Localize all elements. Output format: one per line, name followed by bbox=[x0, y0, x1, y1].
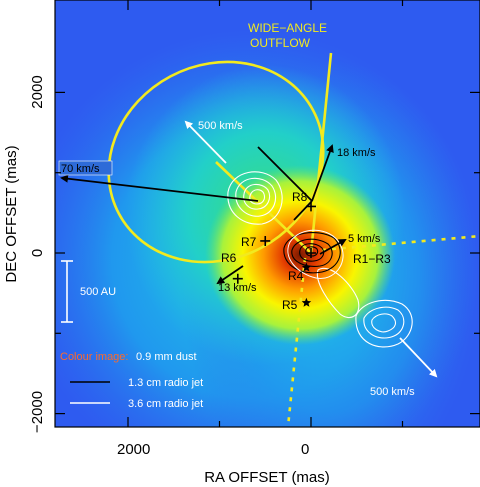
contours-white-core bbox=[287, 229, 344, 279]
plot-frame bbox=[54, 0, 480, 428]
source-marker-r5 bbox=[301, 297, 312, 307]
label-r8: R8 bbox=[292, 190, 308, 204]
label-5: 5 km/s bbox=[348, 233, 381, 245]
label-70-box bbox=[58, 160, 113, 176]
dotted-axis-east bbox=[321, 234, 480, 252]
label-r5: R5 bbox=[282, 298, 298, 312]
arrow-18-tail bbox=[293, 200, 313, 221]
y-axis-title: DEC OFFSET (mas) bbox=[3, 145, 20, 282]
label-r7: R7 bbox=[241, 235, 257, 249]
source-marker-r6 bbox=[232, 273, 243, 284]
label-13: 13 km/s bbox=[218, 282, 257, 294]
axis-ticks bbox=[55, 0, 480, 427]
dotted-axis-south bbox=[286, 257, 307, 428]
arrow-70 bbox=[60, 174, 259, 202]
y-tick-neg2000: −2000 bbox=[29, 391, 46, 433]
x-tick-2000: 2000 bbox=[117, 441, 150, 458]
source-marker-r4 bbox=[301, 262, 312, 272]
jet-line bbox=[257, 146, 313, 202]
source-markers bbox=[232, 201, 316, 307]
arrow-5 bbox=[319, 239, 347, 255]
contours-1-3cm bbox=[283, 232, 341, 274]
arrow-500-nw bbox=[184, 120, 227, 164]
label-r6: R6 bbox=[221, 251, 237, 265]
arrow-500-se bbox=[399, 337, 438, 378]
x-axis-title: RA OFFSET (mas) bbox=[204, 469, 330, 486]
arrow-13 bbox=[216, 265, 244, 285]
label-70: 70 km/s bbox=[61, 163, 100, 175]
label-500-se: 500 km/s bbox=[370, 386, 415, 398]
legend-white-label: 3.6 cm radio jet bbox=[128, 398, 203, 410]
outflow-label-line2: OUTFLOW bbox=[250, 36, 311, 50]
label-18: 18 km/s bbox=[337, 147, 376, 159]
label-500-nw: 500 km/s bbox=[198, 120, 243, 132]
outflow-ellipse bbox=[107, 60, 325, 264]
label-r4: R4 bbox=[288, 269, 304, 283]
arrow-18 bbox=[311, 144, 334, 202]
legend-colour-text: 0.9 mm dust bbox=[136, 351, 197, 363]
source-marker-r1-r3 bbox=[306, 248, 316, 258]
scale-bar bbox=[61, 260, 73, 323]
outflow-edge bbox=[309, 52, 333, 254]
x-tick-0: 0 bbox=[301, 441, 309, 458]
source-marker-r7 bbox=[260, 235, 271, 246]
label-r1-r3: R1−R3 bbox=[353, 252, 391, 266]
y-tick-0: 0 bbox=[29, 249, 46, 257]
legend-colour-prefix: Colour image: bbox=[60, 351, 128, 363]
legend-black-label: 1.3 cm radio jet bbox=[128, 377, 203, 389]
scale-bar-label: 500 AU bbox=[80, 286, 116, 298]
contours-3-6cm bbox=[227, 171, 413, 348]
y-tick-2000: 2000 bbox=[29, 75, 46, 108]
outflow-label-line1: WIDE−ANGLE bbox=[248, 21, 327, 35]
source-marker-r8 bbox=[306, 201, 316, 212]
